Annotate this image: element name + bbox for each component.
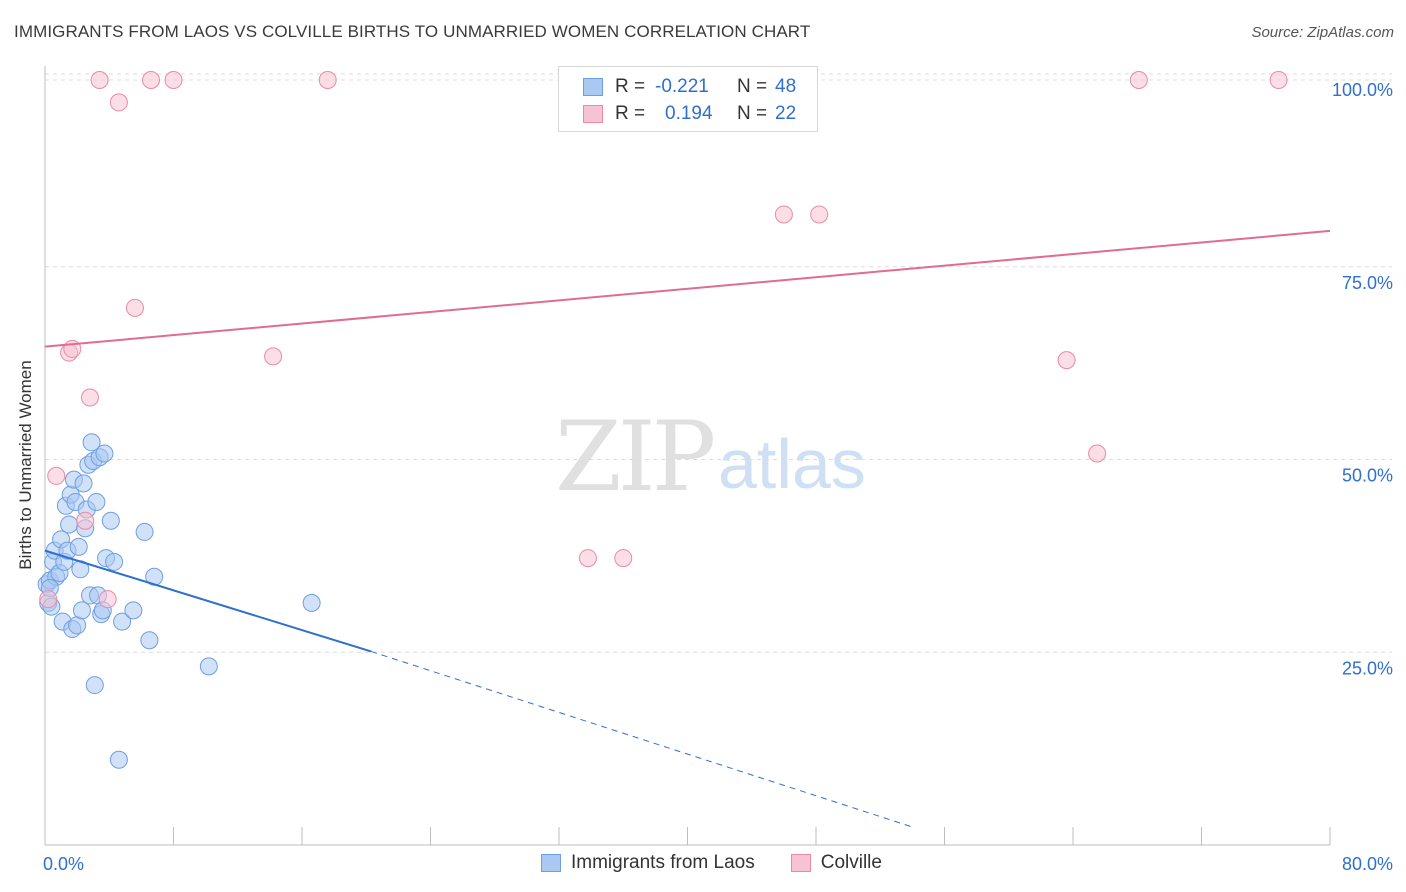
point-laos: [140, 631, 159, 650]
point-colville: [109, 93, 128, 112]
series-legend: Immigrants from Laos Colville: [541, 852, 918, 874]
legend-row-laos: R = -0.221 N = 48: [583, 75, 796, 99]
legend-row-colville: R = 0.194 N = 22: [583, 102, 796, 126]
point-laos: [135, 522, 154, 541]
point-laos: [87, 493, 106, 512]
watermark-zip: ZIP: [555, 401, 714, 513]
point-laos: [105, 552, 124, 571]
point-colville: [1269, 71, 1288, 89]
point-colville: [80, 388, 99, 407]
point-colville: [90, 71, 109, 89]
point-laos: [74, 474, 93, 493]
point-laos: [69, 537, 88, 556]
point-laos: [82, 433, 101, 452]
point-colville: [39, 590, 58, 609]
y-tick-label: 25.0%: [1342, 658, 1393, 678]
legend-swatch-laos: [583, 78, 603, 96]
point-laos: [68, 616, 87, 635]
point-colville: [76, 511, 95, 530]
legend-n-label: N =: [737, 103, 768, 124]
point-colville: [1057, 351, 1076, 370]
legend-swatch-colville: [583, 105, 603, 123]
x-tick-label-max: 80.0%: [1342, 854, 1393, 874]
point-colville: [142, 71, 161, 89]
point-colville: [125, 298, 144, 317]
y-tick-label: 50.0%: [1342, 466, 1393, 486]
point-laos: [302, 593, 321, 612]
point-colville: [578, 549, 597, 568]
series-swatch-colville: [790, 854, 811, 872]
y-tick-label: 75.0%: [1342, 273, 1393, 293]
point-colville: [1129, 71, 1148, 89]
point-colville: [1088, 444, 1107, 463]
series-legend-item-laos[interactable]: Immigrants from Laos: [541, 852, 755, 874]
point-laos: [113, 612, 132, 631]
point-laos: [109, 750, 128, 769]
stats-legend: R = -0.221 N = 48 R = 0.194 N = 22: [558, 66, 818, 132]
point-colville: [318, 71, 337, 89]
x-tick-label-min: 0.0%: [43, 854, 84, 874]
trendline-laos: [44, 549, 372, 653]
point-colville: [810, 205, 829, 224]
point-colville: [614, 549, 633, 568]
legend-n-value: 48: [775, 76, 797, 97]
y-axis-label: Births to Unmarried Women: [16, 360, 35, 570]
point-laos: [85, 676, 104, 695]
watermark-atlas: atlas: [718, 425, 866, 503]
source-credit: Source: ZipAtlas.com: [1251, 24, 1394, 41]
series-legend-item-colville[interactable]: Colville: [790, 852, 882, 874]
series-label-laos: Immigrants from Laos: [571, 852, 755, 873]
point-colville: [98, 590, 117, 609]
legend-n-label: N =: [737, 76, 768, 97]
point-colville: [47, 466, 66, 485]
legend-r-label: R =: [615, 76, 646, 97]
point-colville: [264, 347, 283, 366]
trendline-colville: [44, 229, 1331, 348]
point-laos: [95, 444, 114, 463]
point-laos: [124, 601, 143, 620]
series-label-colville: Colville: [820, 852, 882, 873]
legend-r-label: R =: [615, 103, 646, 124]
chart-title: IMMIGRANTS FROM LAOS VS COLVILLE BIRTHS …: [14, 22, 811, 41]
series-swatch-laos: [541, 854, 561, 872]
point-laos: [101, 511, 120, 530]
y-tick-label: 100.0%: [1332, 80, 1393, 100]
legend-n-value: 22: [775, 103, 797, 124]
point-laos: [199, 657, 218, 676]
legend-r-value: -0.221: [655, 76, 709, 97]
point-colville: [774, 205, 793, 224]
trendline-laos-extension: [370, 650, 913, 828]
point-laos: [60, 515, 79, 534]
point-colville: [164, 71, 183, 89]
legend-r-value: 0.194: [665, 103, 713, 124]
point-laos: [72, 601, 91, 620]
